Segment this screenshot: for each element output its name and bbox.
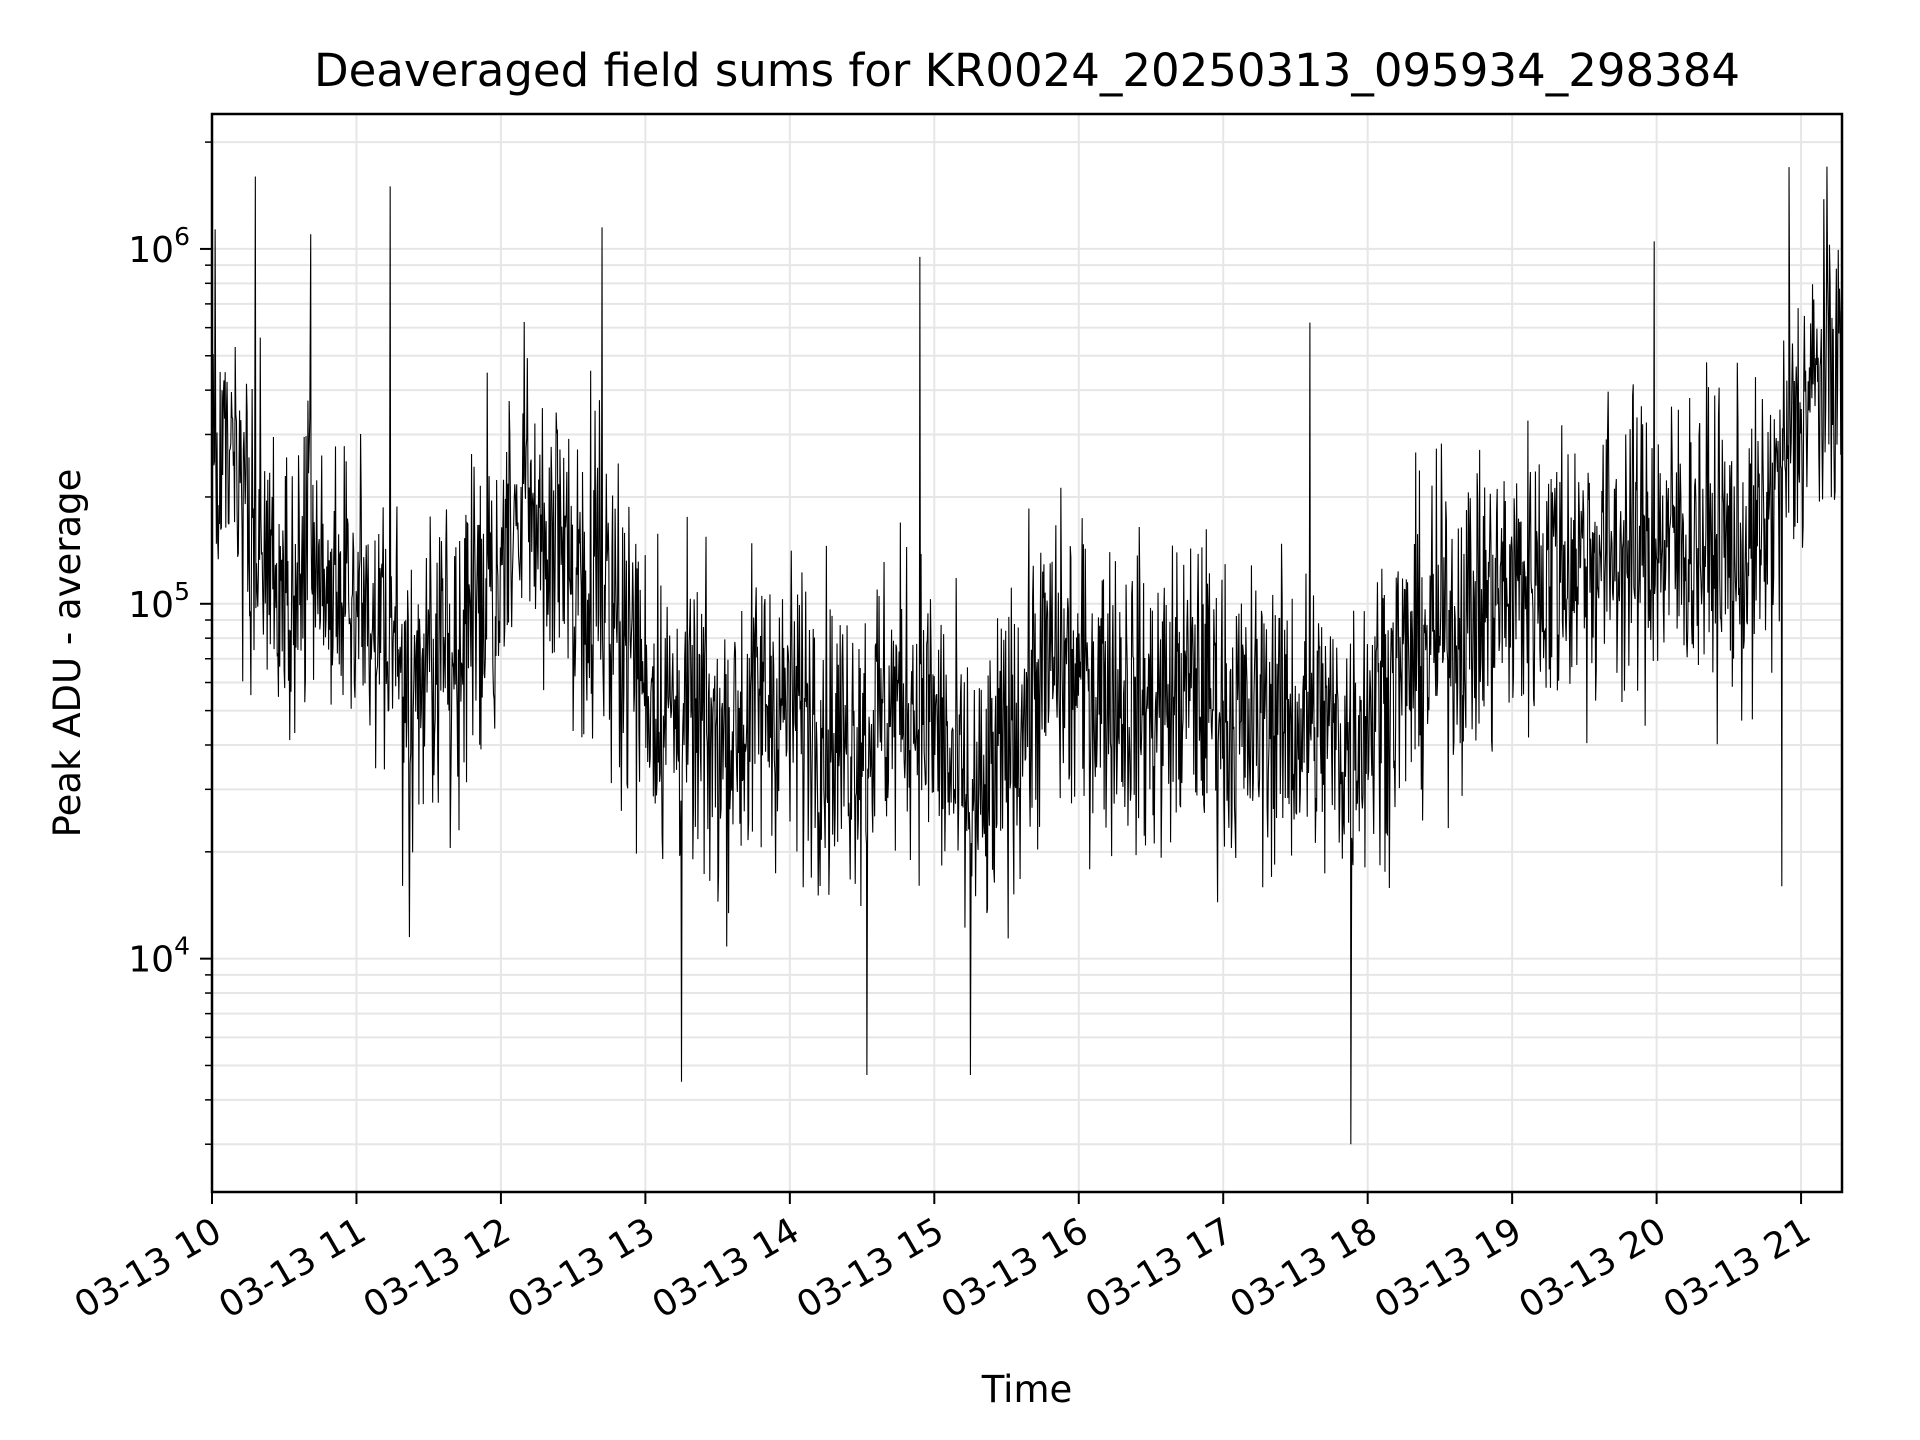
data-series — [211, 166, 1843, 1145]
plot-frame — [210, 112, 1844, 1194]
y-tick-label: 105 — [128, 577, 190, 626]
y-tick-label: 104 — [128, 932, 190, 981]
series-line — [211, 166, 1843, 1145]
y-axis-label: Peak ADU - average — [46, 469, 89, 838]
y-tick-label: 106 — [128, 222, 190, 271]
x-axis-label: Time — [981, 1368, 1073, 1411]
chart-title: Deaveraged field sums for KR0024_2025031… — [314, 44, 1740, 97]
